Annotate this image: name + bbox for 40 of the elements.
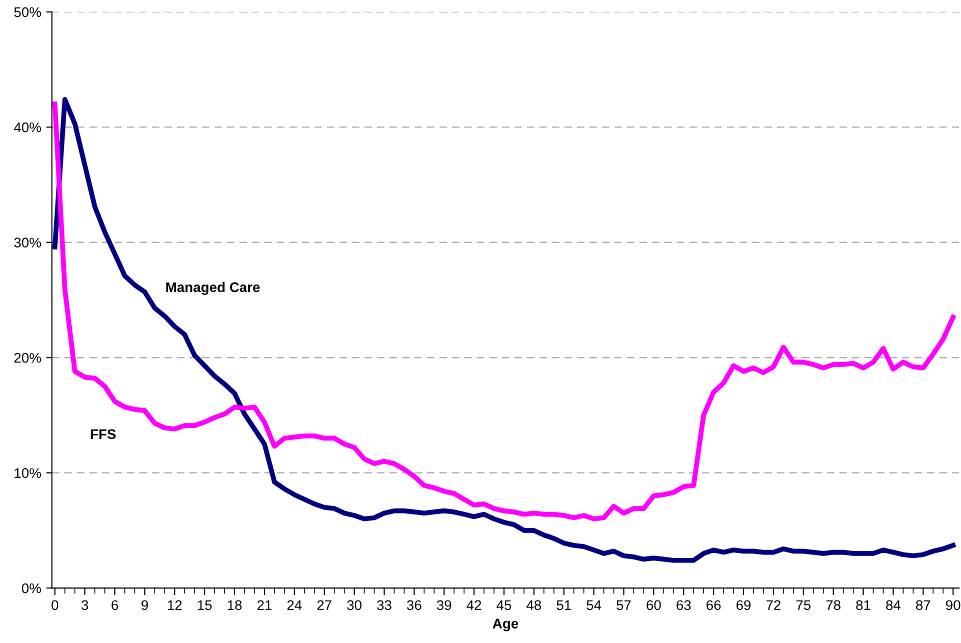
x-tick-label: 60 [646,600,661,610]
x-tick-label: 0 [52,600,58,610]
x-tick-label: 81 [856,600,870,610]
y-tick-label: 0% [22,583,41,594]
y-tick-label: 10% [14,468,41,478]
x-tick-label: 66 [706,600,721,610]
x-axis-title: Age [492,618,518,632]
x-tick-label: 12 [168,600,182,610]
y-tick-label: 20% [14,352,41,363]
y-tick-label: 50% [14,7,41,18]
x-tick-label: 84 [886,600,901,610]
x-tick-label: 30 [347,600,362,610]
x-tick-label: 45 [496,600,512,610]
x-tick-label: 27 [317,600,332,610]
x-tick-label: 21 [257,600,272,610]
x-tick-label: 33 [377,600,392,610]
y-tick-label: 30% [14,238,41,248]
x-tick-label: 72 [766,600,780,610]
x-tick-label: 87 [916,600,930,610]
x-tick-label: 9 [141,600,148,610]
x-tick-label: 75 [796,600,811,610]
series-label: Managed Care [166,282,260,295]
y-tick-label: 40% [14,122,41,132]
x-tick-label: 18 [228,600,242,610]
x-tick-label: 54 [586,600,602,610]
x-tick-label: 39 [436,600,452,610]
x-tick-label: 63 [676,600,691,610]
x-tick-label: 51 [556,600,571,610]
x-tick-label: 78 [826,600,840,610]
series-label: FFS [90,429,116,440]
x-tick-label: 48 [526,600,542,610]
x-tick-label: 42 [466,600,482,610]
x-tick-label: 36 [406,600,422,610]
x-tick-label: 24 [287,600,302,610]
x-tick-label: 69 [736,600,751,610]
x-tick-label: 6 [112,600,118,610]
x-tick-label: 3 [81,600,88,610]
x-tick-label: 15 [198,600,212,610]
x-tick-label: 57 [616,600,631,610]
x-tick-label: 90 [946,600,960,610]
